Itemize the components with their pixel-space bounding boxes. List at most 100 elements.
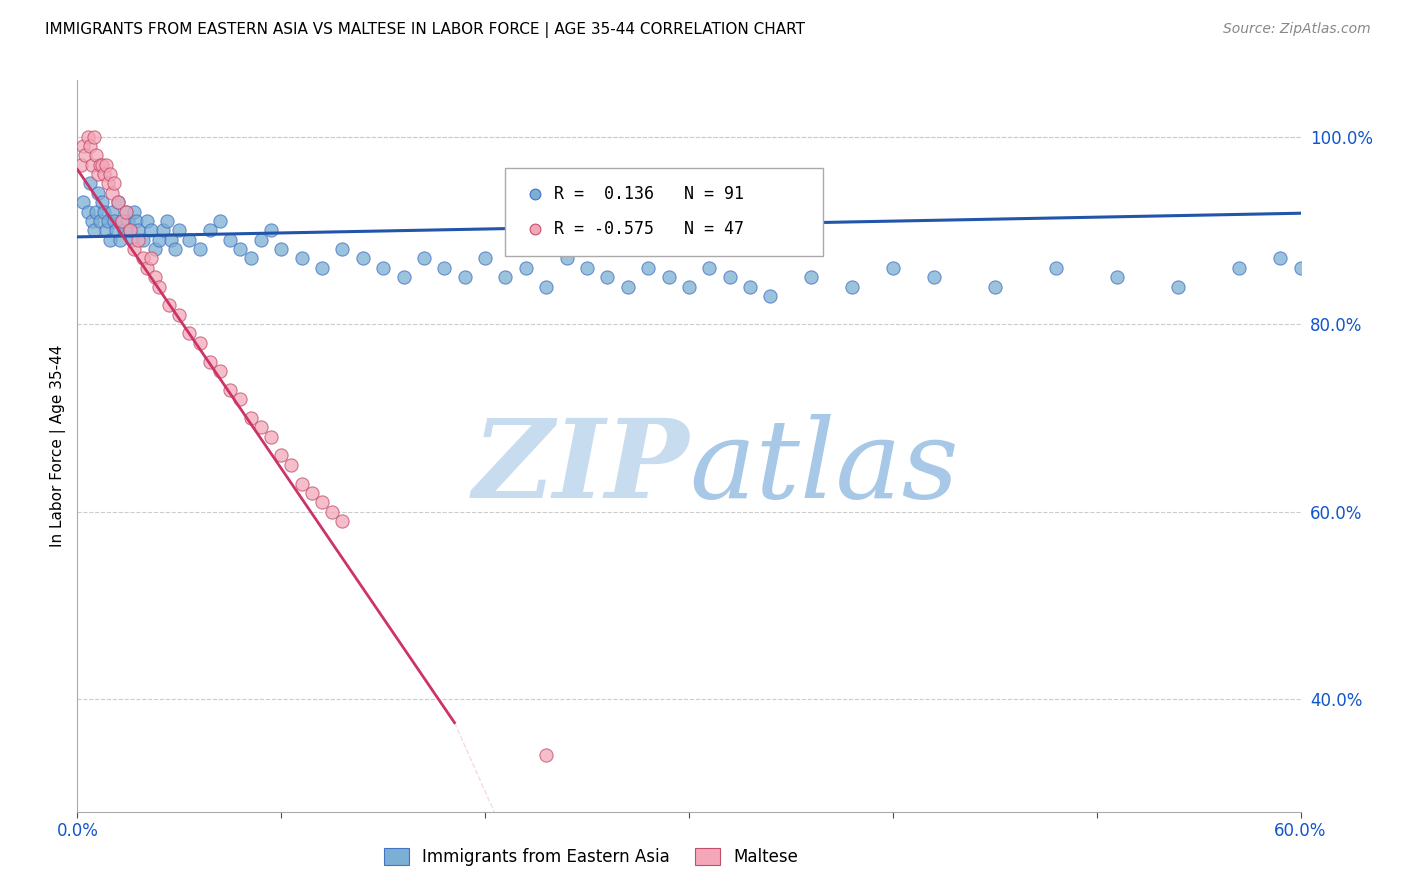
Point <box>740 279 762 293</box>
Point <box>94 158 117 172</box>
Point <box>148 279 170 293</box>
Point <box>87 167 110 181</box>
Point <box>984 279 1007 293</box>
Point <box>270 449 292 463</box>
Point <box>94 223 117 237</box>
Point <box>139 223 162 237</box>
Point <box>157 298 180 312</box>
Text: Source: ZipAtlas.com: Source: ZipAtlas.com <box>1223 22 1371 37</box>
Point <box>198 223 221 237</box>
Point <box>169 223 191 237</box>
Point <box>576 260 599 275</box>
Point <box>239 410 262 425</box>
Point <box>637 260 659 275</box>
Text: R = -0.575   N = 47: R = -0.575 N = 47 <box>554 220 744 238</box>
Text: IMMIGRANTS FROM EASTERN ASIA VS MALTESE IN LABOR FORCE | AGE 35-44 CORRELATION C: IMMIGRANTS FROM EASTERN ASIA VS MALTESE … <box>45 22 806 38</box>
Point <box>1229 260 1251 275</box>
Point <box>127 233 149 247</box>
Point <box>139 252 162 266</box>
Point <box>124 204 146 219</box>
Point <box>392 270 415 285</box>
Point <box>135 260 157 275</box>
Point <box>321 505 343 519</box>
Point <box>101 204 124 219</box>
FancyBboxPatch shape <box>506 168 824 256</box>
Point <box>152 223 174 237</box>
Point <box>115 204 138 219</box>
Point <box>311 495 333 509</box>
Point <box>841 279 863 293</box>
Point <box>239 252 262 266</box>
Point <box>198 354 221 368</box>
Point <box>188 242 211 256</box>
Point <box>413 252 436 266</box>
Point <box>332 514 354 528</box>
Point <box>1289 260 1312 275</box>
Point <box>76 204 98 219</box>
Point <box>179 233 201 247</box>
Point <box>70 158 93 172</box>
Point <box>93 204 115 219</box>
Point <box>1391 129 1406 144</box>
Point <box>165 242 187 256</box>
Point <box>352 252 374 266</box>
Point <box>89 158 111 172</box>
Point <box>90 195 112 210</box>
Point <box>111 214 134 228</box>
Point <box>135 214 157 228</box>
Point <box>143 270 166 285</box>
Point <box>93 167 115 181</box>
Text: atlas: atlas <box>689 414 959 522</box>
Point <box>125 214 148 228</box>
Point <box>103 214 125 228</box>
Point <box>84 148 107 162</box>
Point <box>1167 279 1189 293</box>
Point <box>131 233 153 247</box>
Point <box>371 260 394 275</box>
Point <box>495 270 517 285</box>
Point <box>332 242 354 256</box>
Point <box>474 252 496 266</box>
Point <box>97 177 120 191</box>
Point <box>617 279 640 293</box>
Point <box>922 270 945 285</box>
Point <box>1350 129 1372 144</box>
Point <box>219 233 242 247</box>
Point <box>1107 270 1129 285</box>
Point <box>90 158 112 172</box>
Point <box>555 252 578 266</box>
Point <box>105 223 128 237</box>
Point <box>120 223 142 237</box>
Point <box>72 195 94 210</box>
Point <box>107 195 129 210</box>
Text: ZIP: ZIP <box>472 414 689 522</box>
Point <box>260 429 283 443</box>
Point <box>229 242 252 256</box>
Point <box>101 186 124 200</box>
Point <box>121 233 143 247</box>
Point <box>208 364 231 378</box>
Point <box>108 233 131 247</box>
Point <box>160 233 183 247</box>
Point <box>72 139 94 153</box>
Point <box>107 195 129 210</box>
Point <box>83 223 105 237</box>
Point <box>280 458 302 472</box>
Point <box>131 252 153 266</box>
Point <box>1268 252 1291 266</box>
Point <box>124 242 146 256</box>
Point <box>270 242 292 256</box>
Point <box>699 260 721 275</box>
Point <box>515 260 537 275</box>
Point <box>80 214 103 228</box>
Point <box>127 223 149 237</box>
Point <box>112 223 135 237</box>
Point <box>79 177 101 191</box>
Point <box>250 233 273 247</box>
Point <box>143 242 166 256</box>
Point <box>188 335 211 350</box>
Point <box>208 214 231 228</box>
Point <box>882 260 904 275</box>
Point <box>156 214 179 228</box>
Point <box>534 748 557 763</box>
